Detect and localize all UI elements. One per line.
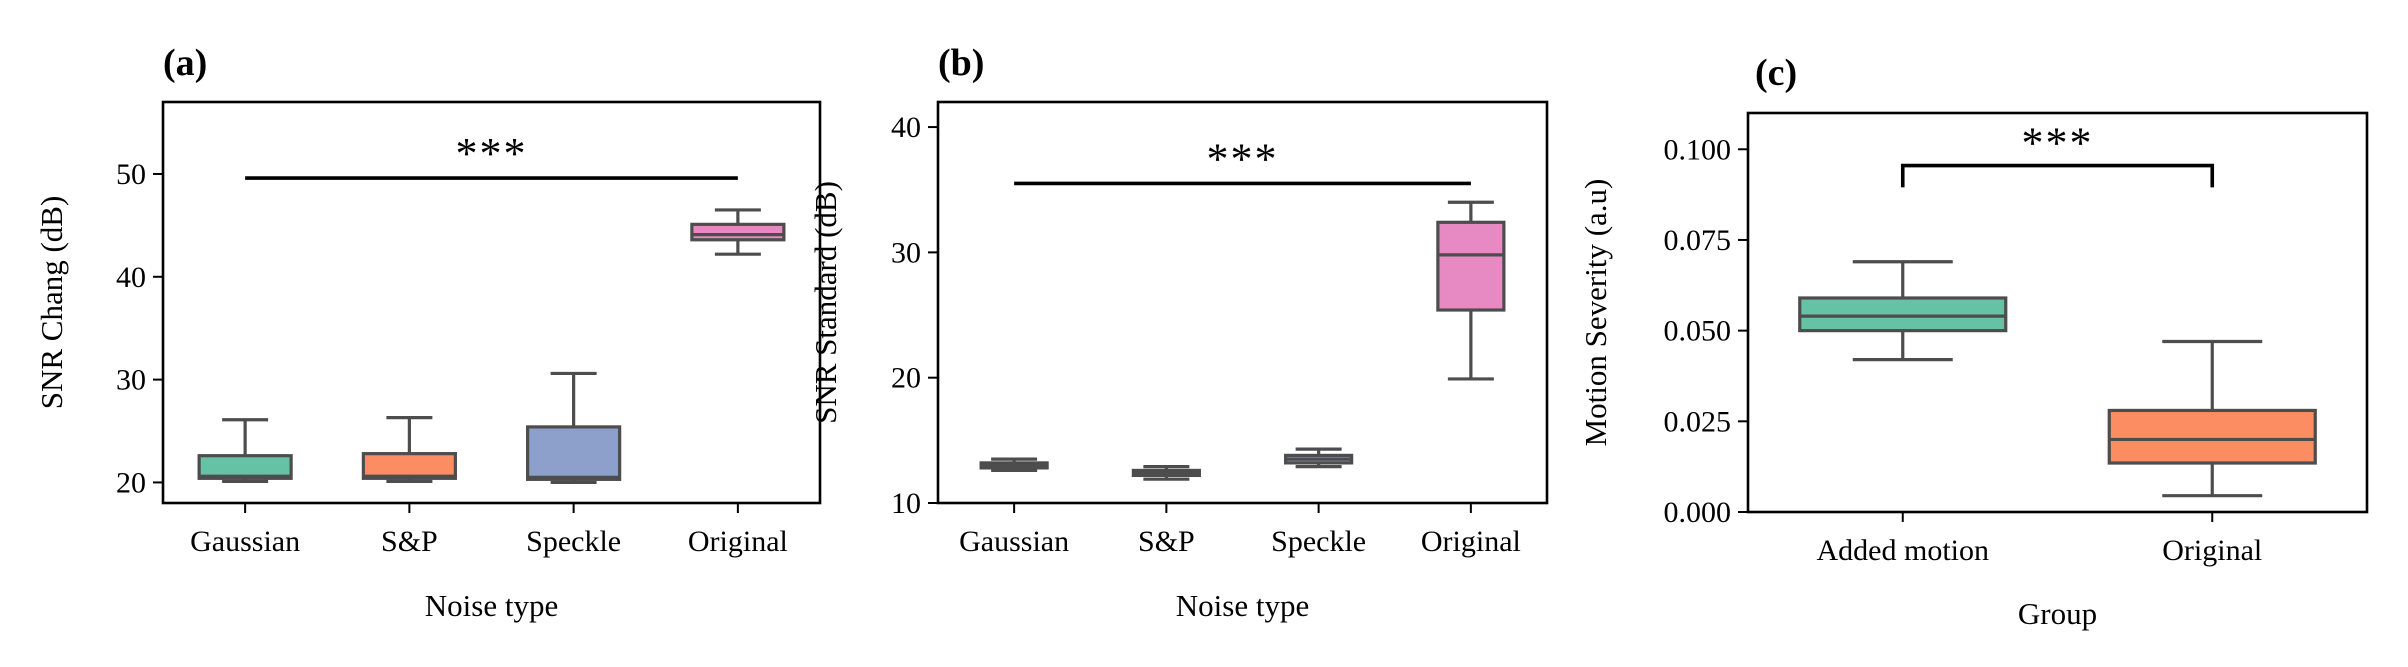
box-added-motion	[1798, 260, 2008, 362]
y-tick-label: 0.075	[1664, 224, 1732, 257]
panel-a: (a) 20 30 40 50 Gaussian S&P Speckle Original ***…	[34, 42, 822, 623]
y-tick-label: 10	[891, 487, 921, 520]
y-tick-label: 0.100	[1664, 133, 1732, 166]
y-tick-label: 40	[891, 111, 921, 144]
x-tick-label: Speckle	[526, 525, 621, 558]
y-tick-label: 20	[891, 362, 921, 395]
x-tick-label: Original	[688, 525, 788, 558]
box-gaussian	[197, 418, 293, 484]
box-gaussian	[979, 457, 1049, 473]
x-axis-label: Noise type	[1176, 588, 1309, 623]
iqr-box	[690, 222, 786, 242]
x-tick-label: Gaussian	[959, 525, 1069, 558]
panel-b: (b) 10 20 30 40 Gaussian S&P Speckle Original ***…	[808, 42, 1549, 623]
panel-label: (a)	[163, 42, 207, 84]
box-original	[690, 208, 786, 256]
iqr-box	[361, 452, 457, 480]
panel-c: (c) 0.000 0.025 0.050 0.075 0.100 Added motion…	[1578, 52, 2369, 631]
y-tick-label: 50	[116, 158, 146, 191]
x-tick-label: Gaussian	[190, 525, 300, 558]
box-original	[1436, 200, 1506, 381]
x-axis-label: Noise type	[425, 588, 558, 623]
significance-label: ***	[456, 129, 528, 178]
plot-frame	[161, 100, 822, 505]
y-tick-label: 0.025	[1664, 405, 1732, 438]
iqr-box	[526, 425, 622, 481]
plot-frame	[936, 100, 1549, 505]
box-s-p	[1131, 465, 1201, 481]
y-axis-label: Motion Severity (a.u)	[1578, 179, 1613, 447]
y-tick-label: 30	[116, 364, 146, 397]
iqr-box	[1436, 220, 1506, 312]
x-tick-label: Speckle	[1271, 525, 1366, 558]
significance-bracket	[1900, 163, 2215, 188]
box-original	[2107, 339, 2317, 498]
x-axis-label: Group	[2018, 596, 2097, 631]
panel-label: (b)	[938, 42, 984, 84]
y-tick-label: 40	[116, 261, 146, 294]
x-tick-label: S&P	[381, 525, 438, 558]
box-speckle	[1284, 447, 1354, 469]
plot-frame	[1746, 111, 2369, 514]
iqr-box	[197, 454, 293, 480]
y-axis-label: SNR Chang (dB)	[34, 196, 69, 410]
y-tick-label: 30	[891, 236, 921, 269]
significance-label: ***	[1207, 134, 1279, 183]
y-tick-label: 0.000	[1664, 496, 1732, 529]
x-tick-label: S&P	[1138, 525, 1195, 558]
iqr-box	[2107, 408, 2317, 465]
y-tick-label: 0.050	[1664, 315, 1732, 348]
box-s-p	[361, 416, 457, 484]
y-axis-label: SNR Standard (dB)	[808, 181, 843, 424]
x-tick-label: Added motion	[1817, 534, 1990, 567]
panel-label: (c)	[1755, 52, 1797, 94]
x-tick-label: Original	[1421, 525, 1521, 558]
y-tick-label: 20	[116, 466, 146, 499]
significance-label: ***	[2022, 119, 2094, 168]
box-speckle	[526, 371, 622, 485]
iqr-box	[1798, 296, 2008, 333]
x-tick-label: Original	[2162, 534, 2262, 567]
